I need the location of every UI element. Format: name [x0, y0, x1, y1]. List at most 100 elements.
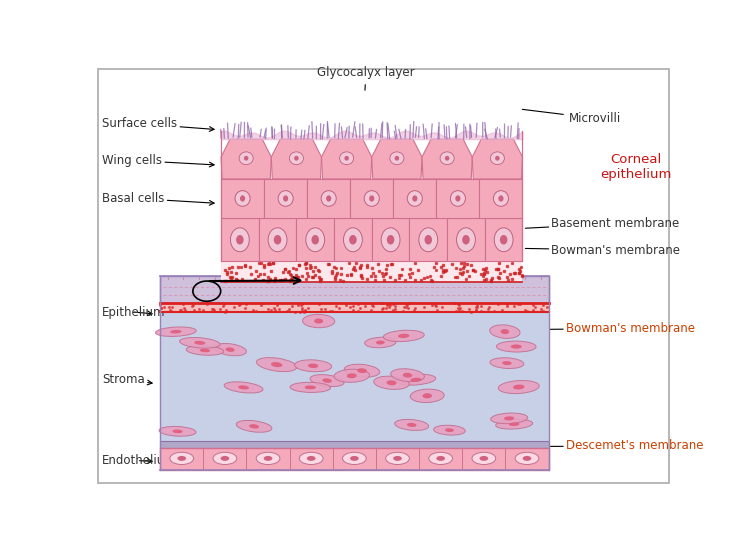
Bar — [264, 179, 307, 218]
Ellipse shape — [456, 195, 461, 202]
Ellipse shape — [349, 235, 357, 245]
Ellipse shape — [200, 348, 210, 352]
Ellipse shape — [393, 456, 402, 461]
Text: Descemet's membrane: Descemet's membrane — [551, 439, 703, 452]
Ellipse shape — [343, 228, 362, 252]
Ellipse shape — [221, 456, 229, 461]
Ellipse shape — [502, 361, 512, 365]
Text: Basement membrane: Basement membrane — [525, 217, 680, 230]
Ellipse shape — [264, 456, 272, 461]
Bar — [393, 179, 436, 218]
Ellipse shape — [387, 235, 394, 245]
Ellipse shape — [500, 329, 509, 334]
Bar — [372, 218, 409, 261]
Text: Microvilli: Microvilli — [522, 109, 621, 125]
Ellipse shape — [407, 423, 417, 427]
Ellipse shape — [479, 456, 488, 461]
Ellipse shape — [365, 337, 396, 348]
Ellipse shape — [395, 420, 429, 430]
Text: Bowman's membrane: Bowman's membrane — [551, 322, 695, 335]
Text: Surface cells: Surface cells — [102, 117, 214, 131]
Ellipse shape — [390, 152, 404, 165]
Text: Epithelium: Epithelium — [102, 306, 166, 318]
Ellipse shape — [170, 452, 194, 464]
Ellipse shape — [523, 456, 531, 461]
Ellipse shape — [495, 156, 500, 161]
Ellipse shape — [194, 341, 206, 345]
Ellipse shape — [271, 362, 282, 367]
Ellipse shape — [511, 345, 522, 348]
Ellipse shape — [376, 341, 384, 345]
Ellipse shape — [310, 375, 344, 387]
Ellipse shape — [390, 369, 424, 382]
Ellipse shape — [302, 315, 335, 328]
Ellipse shape — [268, 228, 287, 252]
Ellipse shape — [497, 341, 536, 352]
Ellipse shape — [398, 334, 409, 338]
Ellipse shape — [429, 452, 453, 464]
Ellipse shape — [472, 452, 496, 464]
Ellipse shape — [311, 235, 319, 245]
Ellipse shape — [403, 373, 412, 377]
Bar — [296, 218, 334, 261]
Ellipse shape — [322, 379, 332, 383]
Bar — [221, 263, 522, 282]
Ellipse shape — [172, 429, 183, 433]
Ellipse shape — [294, 156, 298, 161]
Ellipse shape — [344, 156, 349, 161]
Ellipse shape — [491, 152, 504, 165]
Bar — [307, 179, 350, 218]
Polygon shape — [372, 139, 422, 179]
Ellipse shape — [321, 191, 337, 206]
Ellipse shape — [244, 156, 248, 161]
Ellipse shape — [239, 152, 253, 165]
Text: Stroma: Stroma — [102, 373, 152, 386]
Ellipse shape — [509, 422, 519, 426]
Ellipse shape — [290, 382, 331, 392]
Ellipse shape — [299, 452, 323, 464]
Ellipse shape — [386, 452, 409, 464]
Ellipse shape — [230, 228, 249, 252]
Bar — [221, 179, 264, 218]
Bar — [160, 447, 548, 470]
Ellipse shape — [278, 191, 293, 206]
Ellipse shape — [224, 382, 263, 393]
Ellipse shape — [340, 152, 354, 165]
Ellipse shape — [314, 318, 323, 324]
Ellipse shape — [515, 452, 539, 464]
Ellipse shape — [412, 195, 417, 202]
Ellipse shape — [307, 456, 316, 461]
Ellipse shape — [445, 428, 454, 432]
Polygon shape — [272, 139, 322, 179]
Ellipse shape — [177, 456, 186, 461]
Ellipse shape — [450, 191, 465, 206]
Ellipse shape — [387, 380, 396, 385]
Text: Glycocalyx layer: Glycocalyx layer — [317, 66, 415, 90]
Ellipse shape — [498, 381, 539, 394]
Ellipse shape — [383, 330, 424, 341]
Bar — [479, 179, 522, 218]
Text: Basal cells: Basal cells — [102, 192, 214, 205]
Ellipse shape — [180, 337, 220, 348]
Ellipse shape — [490, 358, 524, 369]
Ellipse shape — [357, 368, 367, 373]
Ellipse shape — [306, 228, 325, 252]
Ellipse shape — [445, 156, 450, 161]
Text: Corneal
epithelium: Corneal epithelium — [600, 153, 671, 181]
Ellipse shape — [496, 420, 533, 429]
Ellipse shape — [344, 364, 380, 377]
Text: Wing cells: Wing cells — [102, 154, 214, 167]
Ellipse shape — [434, 425, 465, 435]
Ellipse shape — [419, 228, 438, 252]
Ellipse shape — [334, 369, 370, 382]
Ellipse shape — [440, 152, 454, 165]
Bar — [485, 218, 522, 261]
Ellipse shape — [308, 364, 319, 368]
Bar — [160, 276, 548, 304]
Ellipse shape — [436, 456, 445, 461]
Ellipse shape — [213, 452, 237, 464]
Ellipse shape — [381, 228, 400, 252]
Ellipse shape — [347, 373, 357, 378]
Ellipse shape — [256, 452, 280, 464]
Ellipse shape — [462, 235, 470, 245]
